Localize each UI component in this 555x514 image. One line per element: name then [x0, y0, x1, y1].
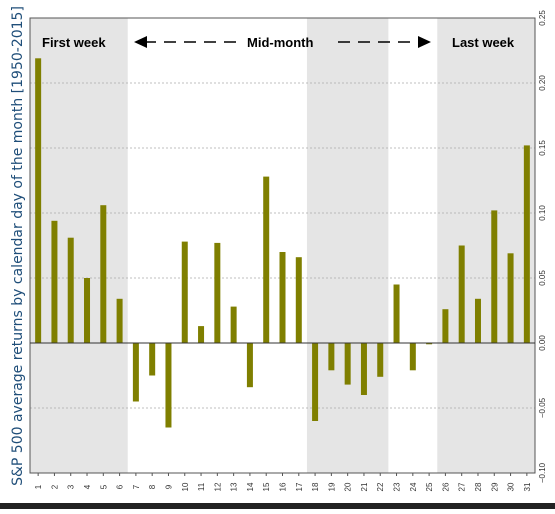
bar-day-6 [116, 298, 123, 343]
bar-day-4 [84, 278, 91, 343]
x-tick-label: 14 [246, 482, 255, 491]
y-tick-labels: −0.10 −0.05 0.00 0.05 0.10 0.15 0.20 0.25 [538, 10, 547, 483]
x-tick-label: 18 [311, 482, 320, 491]
x-tick-label: 17 [295, 482, 304, 491]
bar-day-21 [360, 343, 367, 395]
x-tick-label: 3 [67, 484, 76, 489]
x-tick-label: 12 [213, 482, 222, 491]
y-tick-label: 0.00 [538, 335, 547, 351]
annotation-first-week: First week [42, 35, 106, 50]
y-tick-label: 0.05 [538, 270, 547, 286]
x-tick-label: 13 [230, 482, 239, 491]
x-tick-label: 23 [393, 482, 402, 491]
bar-day-27 [458, 245, 465, 343]
x-tick-label: 8 [148, 484, 157, 489]
bar-day-15 [263, 176, 270, 343]
annotation-mid-month: Mid-month [247, 35, 313, 50]
x-tick-label: 2 [50, 484, 59, 489]
bar-day-28 [474, 298, 481, 343]
x-tick-label: 7 [132, 484, 141, 489]
x-tick-label: 19 [327, 482, 336, 491]
bar-day-5 [100, 205, 107, 343]
x-tick-label: 27 [458, 482, 467, 491]
plot-frame [29, 17, 536, 474]
x-tick-label: 4 [83, 484, 92, 489]
bottom-bar [0, 503, 555, 509]
bar-day-1 [35, 58, 42, 344]
x-tick-label: 29 [490, 482, 499, 491]
x-tick-label: 21 [360, 482, 369, 491]
bar-day-20 [344, 343, 351, 385]
bar-day-29 [491, 210, 498, 343]
bar-day-13 [230, 306, 237, 343]
y-axis-label: S&P 500 average returns by calendar day … [10, 6, 26, 486]
x-tick-label: 6 [116, 484, 125, 489]
x-tick-label: 15 [262, 482, 271, 491]
bar-day-14 [246, 343, 253, 388]
bar-day-12 [214, 242, 221, 343]
bar-day-24 [409, 343, 416, 371]
bar-day-25 [426, 343, 433, 345]
bar-day-2 [51, 220, 58, 343]
y-tick-label: −0.10 [538, 462, 547, 483]
x-tick-label: 20 [344, 482, 353, 491]
x-tick-label: 22 [376, 482, 385, 491]
shaded-band-2 [306, 18, 389, 473]
bar-day-31 [523, 145, 530, 343]
bar-day-17 [295, 257, 302, 343]
y-tick-label: 0.15 [538, 140, 547, 156]
x-tick-label: 28 [474, 482, 483, 491]
bar-day-26 [442, 309, 449, 343]
y-tick-label: 0.25 [538, 10, 547, 26]
x-tick-label: 31 [523, 482, 532, 491]
annotation-last-week: Last week [452, 35, 515, 50]
bar-day-16 [279, 252, 286, 343]
x-tick-label: 11 [197, 482, 206, 491]
x-tick-label: 9 [164, 484, 173, 489]
x-tick-label: 30 [507, 482, 516, 491]
bar-day-9 [165, 343, 172, 428]
y-tick-label: −0.05 [538, 397, 547, 418]
bar-day-3 [67, 237, 74, 343]
x-tick-label: 24 [409, 482, 418, 491]
shaded-band-3 [437, 18, 535, 473]
bar-day-11 [198, 326, 205, 343]
bar-day-18 [312, 343, 319, 421]
x-tick-label: 16 [279, 482, 288, 491]
x-tick-labels: 1 2 3 4 5 6 7 8 9 10 11 12 13 14 15 16 17 18 19 20 21 22 23 24 2… [34, 473, 532, 491]
x-tick-label: 5 [99, 484, 108, 489]
shaded-band-1 [30, 18, 128, 473]
bars [35, 58, 530, 428]
x-tick-label: 1 [34, 484, 43, 489]
x-tick-label: 25 [425, 482, 434, 491]
x-tick-label: 10 [181, 482, 190, 491]
bar-day-8 [149, 343, 156, 376]
bar-day-19 [328, 343, 335, 371]
arrow-right [338, 36, 431, 48]
bar-day-10 [181, 241, 188, 343]
bar-day-7 [132, 343, 139, 402]
bar-day-30 [507, 253, 514, 343]
y-tick-label: 0.10 [538, 205, 547, 221]
x-tick-label: 26 [441, 482, 450, 491]
arrow-left [134, 36, 236, 48]
bar-day-23 [393, 284, 400, 343]
y-tick-label: 0.20 [538, 75, 547, 91]
shaded-bands [30, 18, 535, 473]
bar-day-22 [377, 343, 384, 377]
